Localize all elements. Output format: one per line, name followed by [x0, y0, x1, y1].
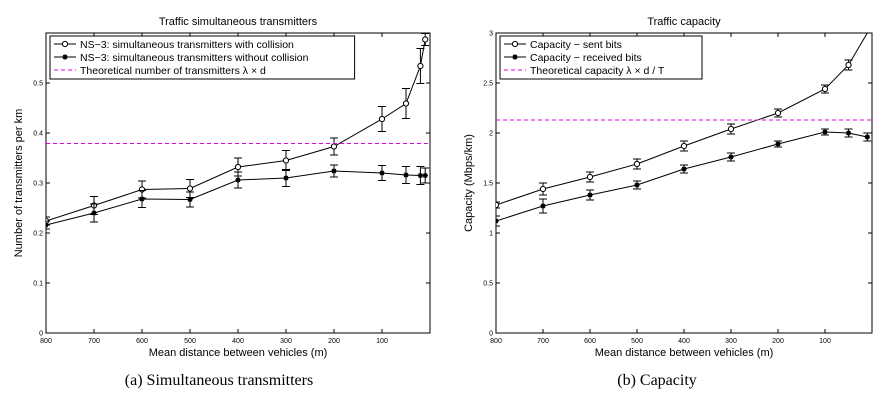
data-point [283, 175, 289, 181]
legend-label: Theoretical capacity λ × d / T [530, 65, 665, 77]
legend-marker [62, 54, 68, 60]
series-line [46, 170, 426, 226]
data-point [775, 141, 781, 147]
y-axis-label: Number of transmitters per km [13, 109, 25, 258]
data-point [417, 172, 423, 179]
caption-capacity: (b) Capacity [617, 372, 697, 389]
data-point [91, 210, 97, 216]
chart-simultaneous-transmitters: 800 700 600 500 400 300 200 100 0 0.1 0.2 0.3 0.4 0.5… [13, 16, 431, 359]
data-point [417, 62, 424, 70]
data-point [379, 170, 385, 176]
data-point [234, 163, 242, 171]
data-point [187, 196, 193, 203]
series-layer [496, 33, 872, 227]
x-tick-label: 600 [136, 338, 148, 345]
series-line [496, 33, 868, 206]
data-point [540, 203, 546, 209]
y-axis-label: Capacity (Mbps/km) [463, 134, 475, 232]
x-axis-label: Mean distance between vehicles (m) [595, 347, 774, 359]
x-tick-label: 200 [772, 338, 784, 345]
legend-label: NS−3: simultaneous transmitters with col… [80, 39, 294, 51]
data-point [422, 172, 428, 179]
x-tick-label: 100 [819, 338, 831, 345]
x-tick-label: 800 [490, 338, 502, 345]
y-tick-label: 0.2 [33, 231, 43, 238]
data-point [864, 134, 870, 140]
data-point [46, 222, 49, 228]
x-tick-label: 600 [584, 338, 596, 345]
series-line [496, 131, 868, 222]
legend-label: NS−3: simultaneous transmitters without … [80, 52, 309, 64]
x-tick-label: 100 [376, 338, 388, 345]
data-point [422, 36, 429, 43]
y-tick-label: 1 [489, 231, 493, 238]
legend-label: Capacity − sent bits [530, 39, 622, 51]
data-point [821, 85, 829, 93]
chart-capacity: 800 700 600 500 400 300 200 100 0 0.5 1 1.5 2 2.5 3 Tra… [463, 16, 873, 359]
caption-simultaneous-transmitters: (a) Simultaneous transmitters [124, 372, 314, 389]
data-point [330, 143, 338, 150]
data-point [235, 177, 241, 183]
legend-marker [512, 54, 518, 60]
legend-label: Theoretical number of transmitters λ × d [80, 65, 266, 77]
y-tick-label: 2.5 [483, 81, 493, 88]
data-point [727, 125, 735, 133]
y-tick-label: 0.4 [33, 131, 43, 138]
data-point [496, 218, 499, 224]
x-tick-label: 500 [631, 338, 643, 345]
y-tick-label: 0.1 [33, 281, 43, 288]
data-point [403, 172, 409, 178]
y-tick-label: 1.5 [483, 181, 493, 188]
chart-title: Traffic capacity [647, 16, 721, 28]
data-point [845, 130, 852, 136]
legend-marker [511, 40, 519, 48]
data-point [331, 168, 337, 174]
y-tick-label: 0 [489, 331, 493, 338]
y-tick-label: 0 [39, 331, 43, 338]
y-tick-label: 0.5 [483, 281, 493, 288]
data-point [845, 61, 852, 69]
data-point [680, 142, 688, 150]
y-tick-label: 0.5 [33, 81, 43, 88]
data-point [496, 201, 500, 209]
x-tick-label: 800 [40, 338, 52, 345]
data-point [728, 154, 734, 160]
data-point [681, 166, 687, 172]
data-point [774, 109, 782, 117]
legend-box [49, 35, 356, 80]
chart-title: Traffic simultaneous transmitters [159, 16, 318, 28]
x-tick-label: 500 [184, 338, 196, 345]
legend-marker [61, 40, 69, 48]
x-tick-label: 700 [88, 338, 100, 345]
data-point [186, 185, 194, 192]
data-point [633, 160, 641, 168]
data-point [139, 196, 145, 202]
x-tick-label: 400 [678, 338, 690, 345]
legend-box [499, 35, 703, 80]
data-point [539, 185, 547, 193]
x-tick-label: 300 [725, 338, 737, 345]
data-point [402, 100, 410, 107]
data-point [822, 129, 828, 135]
x-tick-label: 300 [280, 338, 292, 345]
legend-label: Capacity − received bits [530, 52, 642, 64]
y-tick-label: 3 [489, 31, 493, 38]
y-tick-label: 2 [489, 131, 493, 138]
x-axis-label: Mean distance between vehicles (m) [149, 347, 328, 359]
data-point [587, 192, 593, 198]
y-tick-label: 0.3 [33, 181, 43, 188]
data-point [586, 173, 594, 181]
data-point [378, 115, 386, 123]
data-point [634, 182, 640, 188]
x-tick-label: 400 [232, 338, 244, 345]
series-layer [46, 33, 430, 230]
x-tick-label: 700 [537, 338, 549, 345]
x-tick-label: 200 [328, 338, 340, 345]
data-point [282, 157, 290, 164]
